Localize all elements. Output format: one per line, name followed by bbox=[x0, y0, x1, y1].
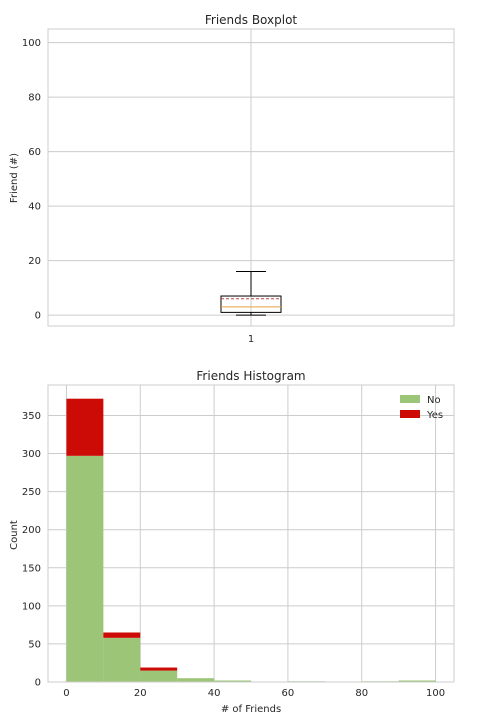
histogram-bar-no bbox=[177, 678, 215, 682]
histogram-y-axis-label: Count bbox=[9, 520, 20, 550]
histogram-x-tick-label: 0 bbox=[63, 688, 69, 699]
boxplot-y-ticks: 0 20 40 60 80 100 bbox=[22, 38, 41, 321]
boxplot-y-tick-label: 20 bbox=[28, 256, 41, 267]
boxplot-grid bbox=[48, 29, 454, 326]
boxplot-y-tick-label: 100 bbox=[22, 38, 41, 49]
boxplot-title: Friends Boxplot bbox=[205, 13, 298, 27]
boxplot-y-tick-label: 0 bbox=[35, 311, 41, 322]
boxplot-x-ticks: 1 bbox=[248, 334, 254, 345]
legend-label-yes: Yes bbox=[426, 410, 443, 421]
histogram-bar-no bbox=[140, 670, 178, 682]
histogram-panel: Friends Histogram Count # of Friends 0 50… bbox=[9, 369, 455, 715]
histogram-title: Friends Histogram bbox=[196, 369, 305, 383]
boxplot-axes-frame bbox=[47, 28, 455, 327]
boxplot-y-tick-label: 80 bbox=[28, 93, 41, 104]
boxplot-y-axis-label: Friend (#) bbox=[9, 153, 20, 203]
boxplot-y-tick-label: 60 bbox=[28, 147, 41, 158]
histogram-x-tick-label: 20 bbox=[134, 688, 147, 699]
histogram-x-tick-label: 100 bbox=[426, 688, 445, 699]
histogram-y-tick-label: 0 bbox=[35, 678, 41, 689]
histogram-bar-yes bbox=[140, 667, 178, 671]
histogram-x-tick-label: 60 bbox=[282, 688, 295, 699]
boxplot-marks bbox=[220, 271, 282, 316]
legend-swatch-no bbox=[400, 395, 420, 403]
histogram-bar-yes bbox=[103, 632, 141, 638]
histogram-x-tick-label: 80 bbox=[355, 688, 368, 699]
legend-swatch-yes bbox=[400, 410, 420, 418]
histogram-bars bbox=[66, 398, 436, 682]
histogram-y-tick-label: 100 bbox=[22, 601, 41, 612]
histogram-bar-no bbox=[66, 455, 104, 682]
histogram-bar-no bbox=[214, 680, 251, 682]
histogram-axes-frame bbox=[47, 384, 455, 683]
histogram-y-tick-label: 50 bbox=[28, 639, 41, 650]
histogram-y-ticks: 0 50 100 150 200 250 300 350 bbox=[22, 411, 41, 689]
histogram-y-tick-label: 350 bbox=[22, 411, 41, 422]
histogram-bar-yes bbox=[66, 398, 104, 456]
histogram-y-tick-label: 250 bbox=[22, 487, 41, 498]
histogram-bar-no bbox=[103, 637, 141, 682]
boxplot-box bbox=[220, 295, 282, 313]
histogram-bar-no bbox=[398, 680, 436, 682]
histogram-x-ticks: 0 20 40 60 80 100 bbox=[63, 688, 445, 699]
histogram-legend: No Yes bbox=[400, 395, 443, 421]
boxplot-x-tick-label: 1 bbox=[248, 334, 254, 345]
histogram-x-axis-label: # of Friends bbox=[221, 704, 281, 715]
histogram-x-tick-label: 40 bbox=[208, 688, 221, 699]
histogram-y-tick-label: 300 bbox=[22, 449, 41, 460]
histogram-y-tick-label: 200 bbox=[22, 525, 41, 536]
boxplot-panel: Friends Boxplot Friend (#) 020406080100 … bbox=[9, 13, 455, 345]
legend-label-no: No bbox=[427, 395, 441, 406]
boxplot-y-tick-label: 40 bbox=[28, 202, 41, 213]
histogram-y-tick-label: 150 bbox=[22, 563, 41, 574]
